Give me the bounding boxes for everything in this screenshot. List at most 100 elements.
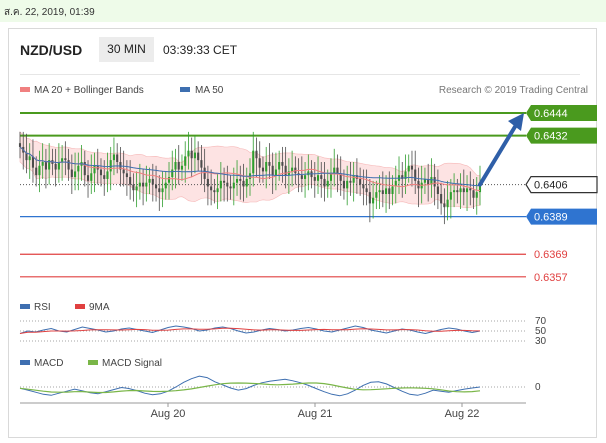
candle-body <box>155 184 158 189</box>
price-label: 0.6369 <box>534 249 568 261</box>
candle-body <box>449 192 452 200</box>
x-tick-label: Aug 22 <box>445 408 480 420</box>
candle-body <box>252 150 255 174</box>
timeframe-badge[interactable]: 30 MIN <box>99 37 154 62</box>
candle-body <box>388 188 391 194</box>
candle-body <box>323 178 326 187</box>
moving-averages <box>19 146 481 191</box>
rsi-tick-label: 30 <box>535 336 547 347</box>
candle-body <box>242 180 245 187</box>
timestamp: ส.ค. 22, 2019, 01:39 <box>4 7 95 18</box>
candle-body <box>206 178 209 187</box>
ma50-legend: MA 50 <box>195 85 224 96</box>
candle-body <box>394 180 397 187</box>
rsi-tick-label: 70 <box>535 316 547 327</box>
candle-body <box>342 180 345 189</box>
candle-body <box>365 188 368 193</box>
candle-body <box>90 173 93 181</box>
ma-bands-swatch <box>20 87 30 92</box>
candle-body <box>103 175 106 179</box>
candle-body <box>362 184 365 189</box>
candle-body <box>333 167 336 174</box>
candle-body <box>122 169 125 174</box>
candle-body <box>261 167 265 172</box>
candle-body <box>177 162 180 170</box>
candle-body <box>184 156 187 166</box>
x-axis: Aug 20 Aug 21 Aug 22 <box>151 403 480 420</box>
time-label: 03:39:33 CET <box>163 43 238 57</box>
candle-body <box>171 169 174 178</box>
candle-body <box>316 175 320 181</box>
price-labels: 0.6444 0.6432 0.6406 0.6389 0.6369 0.6357 <box>525 105 598 284</box>
candle-body <box>193 152 196 159</box>
candle-body <box>368 192 371 204</box>
candle-body <box>132 184 135 191</box>
candle-body <box>64 158 67 161</box>
candle-body <box>459 188 462 193</box>
candle-body <box>25 152 28 161</box>
candle-body <box>164 182 167 189</box>
price-label-box <box>526 127 597 144</box>
chart-panel <box>8 28 597 438</box>
macd-tick-label: 0 <box>535 382 541 393</box>
candle-body <box>385 188 388 194</box>
x-tick-label: Aug 21 <box>298 408 333 420</box>
candle-body <box>436 186 439 194</box>
candle-body <box>274 169 277 176</box>
candle-body <box>158 188 161 193</box>
price-label: 0.6444 <box>534 108 568 120</box>
candle-body <box>287 171 290 176</box>
candle-body <box>339 173 342 181</box>
candle-body <box>414 169 417 181</box>
candle-body <box>67 160 70 170</box>
forecast-arrow-head <box>508 113 524 132</box>
forecast-arrow <box>478 113 524 187</box>
macd-panel: 0 <box>19 375 541 397</box>
candle-body <box>304 175 307 179</box>
candle-body <box>336 167 339 174</box>
candle-body <box>99 169 103 176</box>
candle-body <box>31 156 35 168</box>
rsi-legend: RSI <box>34 302 51 313</box>
candle-body <box>410 165 414 170</box>
rsi-ma-line <box>19 327 481 334</box>
candle-body <box>453 190 456 193</box>
candle-body <box>245 178 248 187</box>
candle-body <box>258 158 261 168</box>
candle-body <box>190 150 193 159</box>
price-label-box <box>526 105 597 122</box>
candle-body <box>129 177 132 185</box>
candle-body <box>320 175 323 179</box>
candle-body <box>472 190 475 198</box>
candle-body <box>284 165 287 176</box>
candle-body <box>93 165 96 174</box>
candle-body <box>226 182 229 187</box>
candle-body <box>142 182 145 187</box>
candle-body <box>28 156 31 161</box>
candle-body <box>86 175 90 181</box>
candle-body <box>145 182 148 187</box>
candle-body <box>112 154 115 161</box>
price-label-box <box>525 175 598 194</box>
candle-body <box>352 175 355 183</box>
candle-body <box>268 162 271 166</box>
candle-body <box>300 175 303 179</box>
rsi-ma-swatch <box>75 304 85 309</box>
candle-body <box>427 178 430 185</box>
candle-body <box>210 186 213 191</box>
candle-body <box>433 177 436 187</box>
candle-body <box>83 162 86 176</box>
candle-body <box>109 160 112 172</box>
ma-bands-legend: MA 20 + Bollinger Bands <box>34 85 144 96</box>
candle-body <box>475 192 478 198</box>
candle-body <box>44 162 47 170</box>
candle-body <box>446 199 449 208</box>
candle-body <box>180 165 184 170</box>
candle-body <box>138 182 141 187</box>
candle-body <box>148 178 151 183</box>
candle-body <box>125 173 128 178</box>
candle-body <box>391 186 394 194</box>
rsi-swatch <box>20 304 30 309</box>
candle-body <box>35 167 38 176</box>
